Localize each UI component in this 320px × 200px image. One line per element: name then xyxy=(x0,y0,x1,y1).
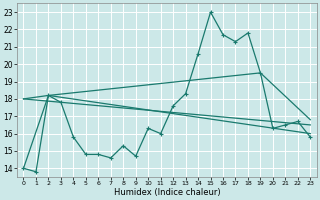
X-axis label: Humidex (Indice chaleur): Humidex (Indice chaleur) xyxy=(114,188,220,197)
